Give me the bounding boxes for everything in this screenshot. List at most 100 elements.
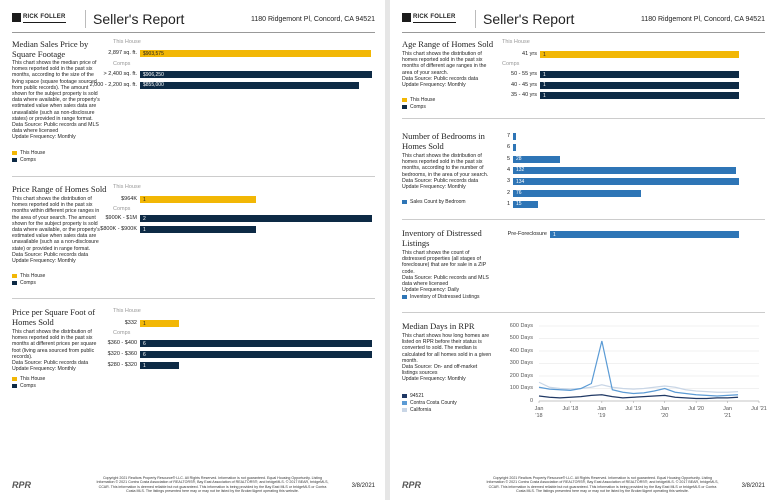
section-source: Data Source: Public records data [12, 360, 89, 367]
row-label: $332 [124, 320, 137, 326]
x-tick-label: Jul '18 [562, 406, 579, 412]
y-tick-label: 0 [529, 397, 533, 404]
header-rule [12, 32, 375, 33]
bar-value: 1 [543, 92, 546, 99]
bar-value: 15 [516, 201, 522, 208]
section-source: Data Source: Public records and MLS data… [402, 274, 489, 288]
chart-label: This House [113, 39, 141, 45]
address: 1180 Ridgemont Pl, Concord, CA 94521 [250, 16, 375, 23]
footer-copyright: Copyright 2021 Realtors Property Resourc… [486, 476, 719, 494]
section-frequency: Update Frequency: Monthly [12, 134, 76, 141]
row-label: 7 [506, 133, 510, 139]
section-description: This chart shows the count of distressed… [402, 250, 487, 275]
section-text: This chart shows the count of distressed… [402, 250, 494, 293]
bar: 132 [513, 166, 736, 174]
bar: $903,575 [140, 50, 372, 57]
bar: 1 [540, 51, 739, 58]
bar-value: $906,250 [143, 71, 164, 78]
x-tick-label: Jul '21 [751, 406, 767, 412]
y-tick-label: 200 Days [509, 372, 533, 379]
row-label: $280 - $320 [107, 362, 137, 368]
section-description: This chart shows how long homes are list… [402, 333, 492, 364]
bar-value: 2 [143, 215, 146, 222]
legend-label: Comps [20, 280, 36, 286]
row-label: 5 [506, 155, 510, 162]
bar: 1 [513, 144, 519, 152]
section-description: This chart shows the distribution of hom… [402, 51, 487, 76]
logo-icon [402, 13, 411, 22]
chart-label: Comps [502, 61, 520, 67]
y-tick-label: 100 Days [509, 385, 533, 391]
bar-value: 1 [543, 82, 546, 88]
bar: 1 [140, 362, 179, 369]
row-label: 1 [506, 200, 510, 207]
series-line [538, 340, 739, 397]
logo: RICK FOLLER [413, 13, 456, 23]
section-source: Data Source: Public records data [402, 75, 479, 82]
bar: 1 [140, 196, 256, 203]
x-tick-label: Jan '21 [723, 406, 732, 419]
legend-swatch [402, 408, 407, 412]
bar-value: 1 [143, 196, 146, 203]
bar: 1 [540, 71, 739, 78]
chart-label: This House [502, 39, 530, 45]
legend-swatch [12, 384, 17, 388]
section-text: This chart shows the distribution of hom… [12, 329, 104, 372]
section-frequency: Update Frequency: Daily [402, 287, 460, 294]
section-rule [12, 176, 375, 177]
bar: 2 [140, 215, 372, 222]
logo: RICK FOLLER [23, 13, 66, 23]
y-tick-label: 600 Days [509, 322, 533, 329]
section-text: This chart shows the distribution of hom… [402, 153, 494, 190]
bar: $855,000 [140, 81, 359, 89]
legend-label: This House [20, 150, 46, 156]
bar: 1 [513, 133, 519, 140]
chart-label: Comps [113, 206, 131, 212]
series-line [538, 394, 739, 400]
bar: 6 [140, 351, 372, 358]
legend-label: Sales Count by Bedroom [410, 199, 466, 205]
header-divider [475, 10, 476, 28]
bar: 1 [540, 92, 739, 99]
row-label: $800K - $900K [100, 226, 137, 232]
section-text: This chart shows the distribution of hom… [402, 51, 494, 88]
row-label: Pre-Foreclosure [507, 231, 547, 237]
legend-swatch [12, 158, 17, 162]
bar: 15 [513, 200, 539, 208]
legend-swatch [12, 151, 17, 155]
legend-label: Contra Costa County [410, 400, 457, 406]
legend-label: 94521 [410, 393, 424, 399]
bar: 134 [513, 178, 739, 186]
section-text: This chart shows the median price of hom… [12, 60, 104, 141]
section-text: This chart shows the distribution of hom… [12, 196, 104, 264]
x-tick-label: Jul '20 [688, 406, 704, 412]
footer-date: 3/8/2021 [351, 483, 375, 489]
page-gap [385, 0, 390, 500]
row-label: 50 - 55 yrs [511, 71, 537, 77]
section-frequency: Update Frequency: Monthly [402, 184, 466, 191]
bar-value: 76 [516, 190, 522, 196]
section-title: Number of Bedrooms in Homes Sold [402, 131, 485, 151]
row-label: 41 yrs [522, 51, 537, 57]
section-rule [402, 219, 765, 220]
bar-value: 1 [143, 320, 146, 327]
row-label: 6 [506, 144, 510, 151]
legend-swatch [402, 401, 407, 405]
section-source: Data Source: On- and off-market listings… [402, 364, 478, 377]
bar-value: 1 [553, 231, 556, 238]
bar-value: 1 [543, 71, 546, 78]
bar-value: 132 [516, 167, 525, 174]
bar: 6 [140, 340, 372, 347]
footer-date: 3/8/2021 [741, 483, 765, 489]
section-title: Age Range of Homes Sold [402, 39, 494, 49]
bar: 76 [513, 189, 642, 197]
bar-value: 1 [143, 362, 146, 369]
section-title: Inventory of Distressed Listings [402, 228, 482, 248]
series-line [538, 381, 739, 393]
chart-label: This House [113, 184, 141, 190]
bar: 1 [550, 231, 739, 238]
row-label: 35 - 40 yrs [511, 92, 537, 98]
legend-label: Inventory of Distressed Listings [410, 294, 480, 300]
